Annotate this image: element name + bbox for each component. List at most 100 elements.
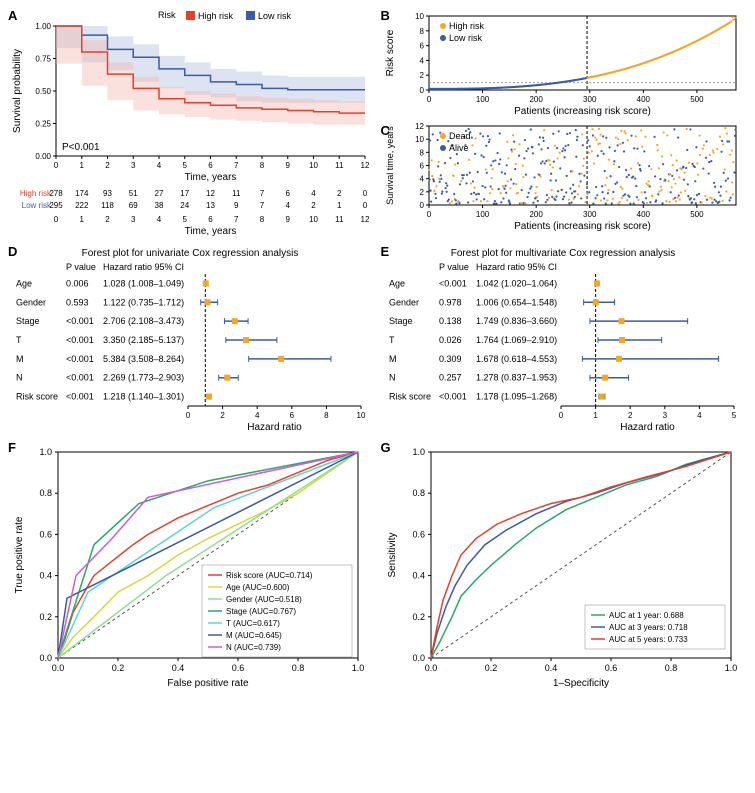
svg-text:1.678 (0.618–4.553): 1.678 (0.618–4.553)	[476, 354, 557, 364]
svg-text:0.25: 0.25	[35, 120, 51, 129]
svg-text:8: 8	[324, 411, 329, 420]
svg-text:AUC at 1 year: 0.688: AUC at 1 year: 0.688	[609, 611, 684, 620]
svg-text:P value: P value	[439, 262, 469, 272]
svg-text:Hazard ratio 95% CI: Hazard ratio 95% CI	[476, 262, 557, 272]
svg-text:1.218 (1.140–1.301): 1.218 (1.140–1.301)	[103, 392, 184, 402]
svg-text:<0.001: <0.001	[439, 392, 467, 402]
svg-text:1: 1	[337, 201, 342, 210]
svg-text:4: 4	[157, 215, 162, 224]
roc-clinical: 0.00.00.20.20.40.40.60.60.80.81.01.0Risk…	[8, 440, 373, 690]
svg-text:1: 1	[593, 411, 598, 420]
svg-text:8: 8	[260, 161, 265, 170]
svg-text:Low risk: Low risk	[449, 33, 483, 43]
svg-text:38: 38	[155, 201, 164, 210]
svg-text:0.006: 0.006	[66, 278, 89, 288]
svg-text:10: 10	[415, 135, 424, 144]
svg-text:Hazard ratio: Hazard ratio	[620, 422, 675, 433]
svg-text:4: 4	[419, 175, 424, 184]
svg-text:2: 2	[105, 215, 110, 224]
svg-text:0: 0	[54, 161, 59, 170]
svg-text:0.6: 0.6	[232, 663, 245, 673]
svg-text:0.0: 0.0	[424, 663, 437, 673]
svg-text:222: 222	[75, 201, 89, 210]
svg-text:0.257: 0.257	[439, 373, 462, 383]
panel-c-label: C	[381, 123, 390, 138]
svg-text:<0.001: <0.001	[66, 354, 94, 364]
svg-text:Risk: Risk	[158, 10, 176, 20]
svg-text:5: 5	[731, 411, 736, 420]
svg-text:10: 10	[309, 215, 318, 224]
svg-text:Forest plot for multivariate C: Forest plot for multivariate Cox regress…	[450, 248, 675, 259]
svg-text:12: 12	[361, 215, 370, 224]
svg-text:11: 11	[335, 161, 344, 170]
svg-text:Gender: Gender	[16, 297, 46, 307]
svg-text:0.978: 0.978	[439, 297, 462, 307]
svg-text:13: 13	[206, 201, 215, 210]
svg-text:10: 10	[309, 161, 318, 170]
svg-text:2: 2	[311, 201, 316, 210]
svg-text:0.0: 0.0	[52, 663, 65, 673]
svg-text:1–Specificity: 1–Specificity	[552, 678, 608, 689]
svg-text:400: 400	[636, 210, 650, 219]
svg-text:2: 2	[419, 71, 424, 80]
svg-text:2.269 (1.773–2.903): 2.269 (1.773–2.903)	[103, 373, 184, 383]
svg-text:1.0: 1.0	[352, 663, 365, 673]
svg-text:7: 7	[260, 201, 265, 210]
svg-text:M: M	[389, 354, 397, 364]
svg-text:0.6: 0.6	[412, 529, 425, 539]
svg-text:Hazard ratio: Hazard ratio	[247, 422, 302, 433]
svg-text:8: 8	[260, 215, 265, 224]
svg-text:8: 8	[419, 27, 424, 36]
svg-text:0: 0	[419, 86, 424, 95]
svg-text:100: 100	[475, 95, 489, 104]
svg-text:Gender (AUC=0.518): Gender (AUC=0.518)	[226, 595, 302, 604]
svg-text:5.384 (3.508–8.264): 5.384 (3.508–8.264)	[103, 354, 184, 364]
svg-text:Risk score: Risk score	[389, 392, 431, 402]
svg-text:Hazard ratio 95% CI: Hazard ratio 95% CI	[103, 262, 184, 272]
svg-text:1.0: 1.0	[412, 447, 425, 457]
forest-univariate: Forest plot for univariate Cox regressio…	[8, 244, 373, 434]
svg-text:0: 0	[426, 95, 431, 104]
svg-text:False positive rate: False positive rate	[167, 678, 249, 689]
svg-text:8: 8	[419, 148, 424, 157]
svg-text:Time, years: Time, years	[185, 226, 237, 237]
svg-text:10: 10	[357, 411, 366, 420]
svg-text:0: 0	[419, 201, 424, 210]
svg-text:0.8: 0.8	[412, 488, 425, 498]
survival-scatter: 0246810120100200300400500DeadAliveSurviv…	[381, 118, 746, 233]
svg-text:Age: Age	[389, 278, 405, 288]
svg-text:0.0: 0.0	[39, 653, 52, 663]
svg-text:Patients (increasing risk scor: Patients (increasing risk score)	[514, 221, 651, 232]
svg-text:6: 6	[208, 161, 213, 170]
svg-text:True positive rate: True positive rate	[14, 516, 25, 593]
svg-text:M (AUC=0.645): M (AUC=0.645)	[226, 631, 282, 640]
svg-text:1.0: 1.0	[39, 447, 52, 457]
svg-text:Sensitivity: Sensitivity	[387, 532, 398, 577]
svg-text:0.2: 0.2	[112, 663, 125, 673]
svg-text:3.350 (2.185–5.137): 3.350 (2.185–5.137)	[103, 335, 184, 345]
panel-f-label: F	[8, 440, 16, 455]
svg-text:High risk: High risk	[198, 11, 234, 21]
panel-f: F 0.00.00.20.20.40.40.60.60.80.81.01.0Ri…	[8, 440, 375, 690]
svg-text:1.764 (1.069–2.910): 1.764 (1.069–2.910)	[476, 335, 557, 345]
svg-text:<0.001: <0.001	[439, 278, 467, 288]
forest-multivariate: Forest plot for multivariate Cox regress…	[381, 244, 746, 434]
svg-text:<0.001: <0.001	[66, 316, 94, 326]
svg-text:6: 6	[286, 189, 291, 198]
svg-text:P value: P value	[66, 262, 96, 272]
svg-text:278: 278	[49, 189, 63, 198]
svg-text:200: 200	[529, 95, 543, 104]
svg-text:0.8: 0.8	[664, 663, 677, 673]
svg-text:M: M	[16, 354, 24, 364]
svg-text:High risk: High risk	[449, 21, 485, 31]
svg-text:4: 4	[255, 411, 260, 420]
svg-text:0.2: 0.2	[39, 612, 52, 622]
svg-text:1.028 (1.008–1.049): 1.028 (1.008–1.049)	[103, 278, 184, 288]
svg-text:0.50: 0.50	[35, 87, 51, 96]
svg-text:Gender: Gender	[389, 297, 419, 307]
svg-text:4: 4	[311, 189, 316, 198]
svg-text:Age (AUC=0.600): Age (AUC=0.600)	[226, 583, 290, 592]
panel-d: D Forest plot for univariate Cox regress…	[8, 244, 375, 434]
svg-text:N: N	[389, 373, 396, 383]
svg-text:Dead: Dead	[449, 131, 471, 141]
